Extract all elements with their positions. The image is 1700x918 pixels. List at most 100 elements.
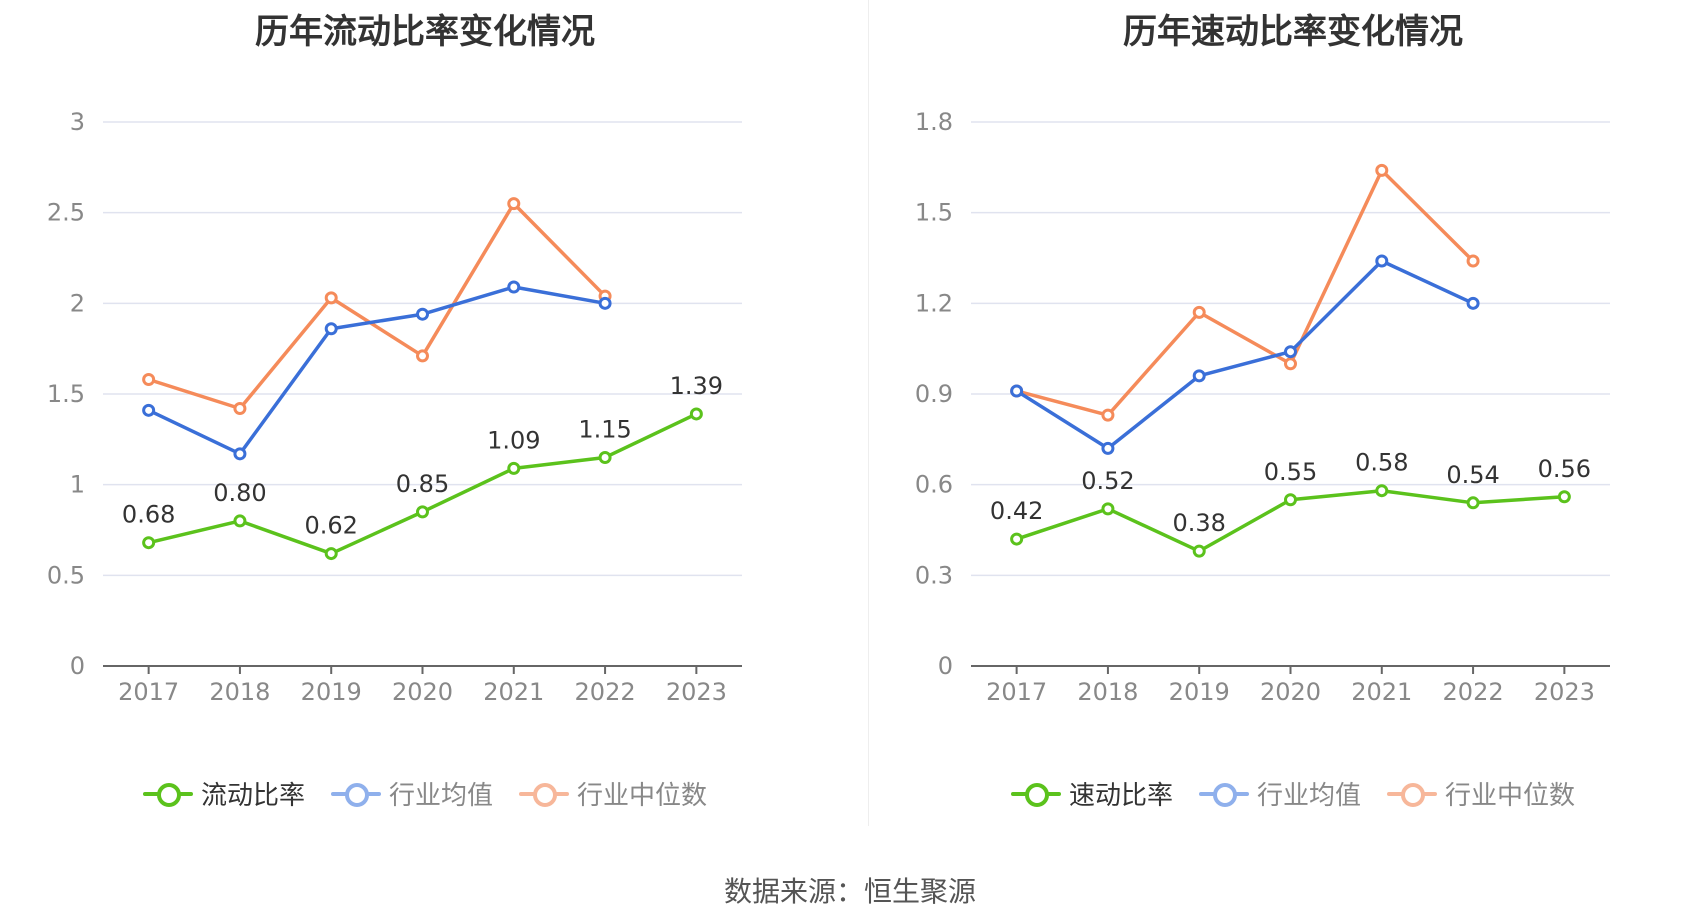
data-point <box>1466 296 1480 310</box>
current-ratio-panel: 历年流动比率变化情况 0 0.5 1 1.5 2 2.5 3 2017 2018 2019 2020… <box>0 0 850 830</box>
series-line <box>147 285 606 456</box>
data-label: 1.09 <box>487 426 540 454</box>
data-point <box>1101 502 1115 516</box>
legend-label: 速动比率 <box>1068 781 1173 811</box>
x-tick-label: 2022 <box>575 678 636 706</box>
data-point <box>1284 345 1297 359</box>
data-point <box>1101 408 1115 422</box>
data-point <box>598 296 612 310</box>
data-point <box>233 447 247 461</box>
current-ratio-chart: 0 0.5 1 1.5 2 2.5 3 2017 2018 2019 2020 2021 2022 202… <box>47 108 742 706</box>
legend-item-industry-average[interactable]: 行业均值 <box>330 775 493 812</box>
y-tick-label: 0.9 <box>915 380 953 408</box>
legend-label: 行业中位数 <box>577 781 708 811</box>
x-tick-label: 2018 <box>1077 678 1138 706</box>
y-tick-label: 1.5 <box>47 380 85 408</box>
y-tick-label: 0.6 <box>915 471 953 499</box>
x-tick-label: 2022 <box>1443 678 1504 706</box>
x-tick-label: 2021 <box>483 678 544 706</box>
y-tick-label: 3 <box>70 108 85 136</box>
legend-item-industry-median[interactable]: 行业中位数 <box>1387 775 1575 812</box>
data-point <box>1284 357 1297 371</box>
legend-line-icon <box>330 782 381 807</box>
data-point <box>416 307 429 321</box>
data-point <box>324 291 338 305</box>
data-label: 1.39 <box>670 372 723 400</box>
data-label: 1.15 <box>578 415 631 443</box>
chart-title: 历年流动比率变化情况 <box>255 12 595 52</box>
data-label: 0.56 <box>1538 455 1591 483</box>
data-label: 0.80 <box>213 479 266 507</box>
data-point <box>324 322 338 336</box>
data-point <box>689 407 703 421</box>
data-point <box>233 402 247 416</box>
data-label: 0.62 <box>304 512 357 540</box>
legend-line-icon <box>1387 782 1437 807</box>
data-point <box>598 450 612 464</box>
data-label: 0.55 <box>1264 458 1317 486</box>
data-point <box>416 349 429 363</box>
legend-label: 流动比率 <box>200 781 305 811</box>
legend-line-icon <box>1198 782 1249 807</box>
legend-line-icon <box>1010 782 1061 807</box>
quick-ratio-panel: 历年速动比率变化情况 0 0.3 0.6 0.9 1.2 1.5 1.8 2017 2018 20… <box>868 0 1700 830</box>
y-tick-label: 1.5 <box>915 199 953 227</box>
y-tick-label: 0.3 <box>915 561 953 589</box>
x-tick-label: 2018 <box>209 678 270 706</box>
data-label: 0.42 <box>990 497 1043 525</box>
y-tick-label: 1.8 <box>915 108 953 136</box>
data-label: 0.68 <box>122 501 175 529</box>
legend-item-current-ratio[interactable]: 流动比率 <box>142 775 305 812</box>
legend: 流动比率 行业均值 行业中位数 <box>0 775 850 812</box>
y-tick-label: 1.2 <box>915 289 953 317</box>
y-tick-label: 2 <box>70 289 85 317</box>
data-point <box>1375 163 1389 177</box>
data-point <box>416 505 429 519</box>
panel-divider <box>868 0 869 826</box>
y-tick-label: 0 <box>938 652 953 680</box>
x-tick-label: 2019 <box>1169 678 1230 706</box>
data-label: 0.38 <box>1172 509 1225 537</box>
data-point <box>1101 441 1115 455</box>
x-tick-label: 2021 <box>1351 678 1412 706</box>
quick-ratio-chart: 0 0.3 0.6 0.9 1.2 1.5 1.8 2017 2018 2019 2020 2021 2… <box>915 108 1610 706</box>
x-tick-label: 2020 <box>392 678 453 706</box>
x-tick-label: 2023 <box>1534 678 1595 706</box>
data-point <box>1375 254 1389 268</box>
series-line <box>1015 259 1474 451</box>
x-tick-label: 2017 <box>118 678 179 706</box>
data-point <box>1010 384 1024 398</box>
data-point <box>1192 544 1206 558</box>
data-label: 0.58 <box>1355 449 1408 477</box>
legend-line-icon <box>519 782 569 807</box>
data-point <box>1010 532 1024 546</box>
data-source-note: 数据来源：恒生聚源 <box>723 875 976 908</box>
data-point <box>1192 305 1206 319</box>
legend-item-quick-ratio[interactable]: 速动比率 <box>1010 775 1173 812</box>
data-point <box>507 461 521 475</box>
data-label: 0.52 <box>1081 467 1134 495</box>
legend-item-industry-average[interactable]: 行业均值 <box>1198 775 1361 812</box>
x-tick-label: 2020 <box>1260 678 1321 706</box>
legend-label: 行业中位数 <box>1445 781 1576 811</box>
y-tick-label: 1 <box>70 471 85 499</box>
data-point <box>1284 493 1297 507</box>
legend-label: 行业均值 <box>388 781 493 811</box>
y-tick-label: 0.5 <box>47 561 85 589</box>
data-point <box>507 280 521 294</box>
legend-item-industry-median[interactable]: 行业中位数 <box>519 775 707 812</box>
x-tick-label: 2023 <box>666 678 727 706</box>
data-point <box>1466 254 1480 268</box>
data-label: 0.85 <box>396 470 449 498</box>
data-point <box>1466 496 1480 510</box>
data-label: 0.54 <box>1446 461 1499 489</box>
x-tick-label: 2017 <box>986 678 1047 706</box>
y-tick-label: 0 <box>70 652 85 680</box>
data-point <box>1375 484 1389 498</box>
data-point <box>1557 490 1571 504</box>
data-point <box>142 403 156 417</box>
data-point <box>1192 369 1206 383</box>
data-point <box>324 547 338 561</box>
series-line <box>148 201 607 411</box>
chart-title: 历年速动比率变化情况 <box>1123 12 1463 52</box>
